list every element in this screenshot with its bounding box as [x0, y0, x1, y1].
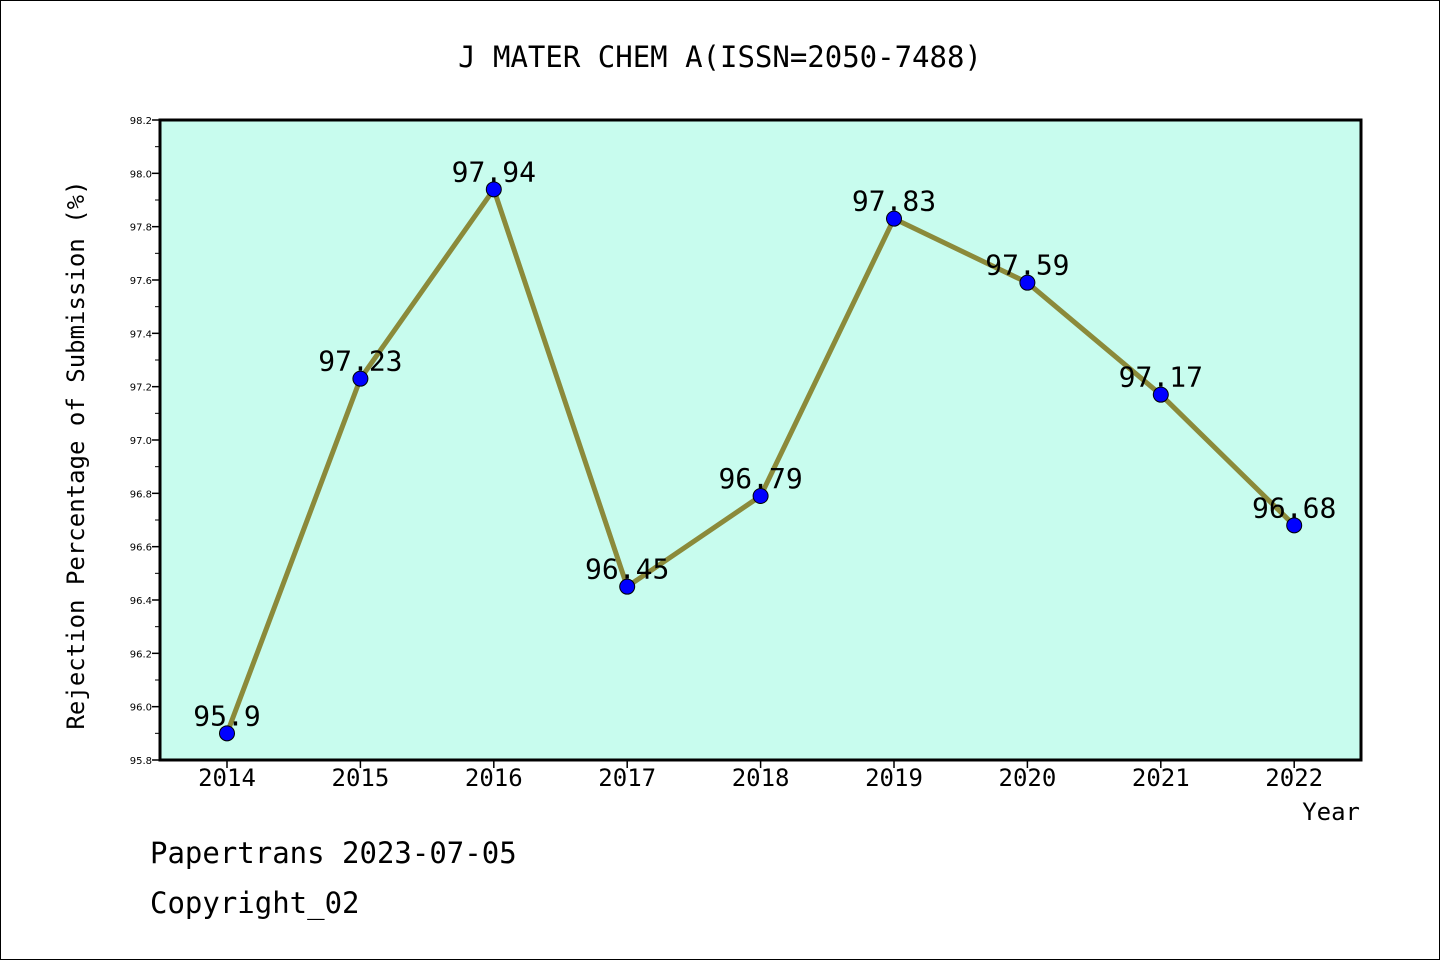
data-label: 96.68 — [1252, 491, 1336, 524]
y-tick-label: 95.8 — [130, 756, 152, 767]
x-tick-label: 2015 — [332, 764, 390, 792]
data-label: 97.23 — [318, 345, 402, 378]
x-tick-label: 2016 — [465, 764, 523, 792]
plot-border — [158, 118, 1363, 762]
y-tick-label: 96.0 — [130, 703, 152, 714]
y-tick-label: 96.6 — [130, 543, 152, 554]
data-labels: 95.9 97.23 97.94 96.45 96.79 97.83 97.59 97.17 9… — [193, 155, 1336, 732]
plot-area — [160, 120, 1361, 760]
data-label: 97.17 — [1119, 361, 1203, 394]
footer-source: Papertrans 2023-07-05 — [150, 836, 517, 870]
y-tick-label: 96.2 — [130, 649, 152, 660]
x-tick-label: 2014 — [198, 764, 256, 792]
y-tick-label: 96.4 — [130, 596, 152, 607]
x-axis-ticks: 2014 2015 2016 2017 2018 2019 2020 2021 2022 — [198, 760, 1323, 792]
data-label: 97.94 — [452, 155, 536, 188]
x-tick-label: 2019 — [865, 764, 923, 792]
data-point — [886, 210, 902, 227]
y-tick-label: 98.2 — [130, 116, 152, 127]
y-tick-label: 97.4 — [130, 329, 152, 340]
data-label: 97.83 — [852, 185, 936, 218]
x-tick-label: 2017 — [598, 764, 656, 792]
chart-title: J MATER CHEM A(ISSN=2050-7488) — [458, 40, 982, 74]
data-point — [1152, 386, 1169, 403]
data-point — [752, 488, 769, 504]
y-tick-label: 97.6 — [130, 276, 152, 287]
data-point — [1019, 274, 1036, 291]
data-label: 96.79 — [718, 462, 802, 495]
footer-copyright: Copyright_02 — [150, 886, 360, 920]
y-tick-label: 97.2 — [130, 383, 152, 394]
data-point — [619, 578, 636, 595]
data-point — [219, 725, 235, 742]
x-tick-label: 2021 — [1132, 764, 1190, 792]
data-point — [485, 181, 502, 198]
x-tick-label: 2018 — [732, 764, 790, 792]
data-label: 96.45 — [585, 553, 669, 586]
data-label: 97.59 — [985, 249, 1069, 282]
x-tick-label: 2020 — [999, 764, 1057, 792]
y-axis-label: Rejection Percentage of Submission (%) — [62, 180, 90, 729]
y-tick-label: 98.0 — [130, 169, 152, 180]
x-tick-label: 2022 — [1265, 764, 1323, 792]
x-axis-label: Year — [1302, 798, 1360, 826]
y-tick-label: 97.8 — [130, 223, 152, 234]
data-point — [352, 370, 369, 387]
data-label: 95.9 — [193, 699, 260, 732]
y-axis-ticks: 95.8 96.0 96.2 96.4 96.6 96.8 97.0 97.2 97.4 97.6… — [130, 116, 160, 767]
y-tick-label: 96.8 — [130, 489, 152, 500]
data-point — [1286, 517, 1303, 534]
y-tick-label: 97.0 — [130, 436, 152, 447]
data-markers — [219, 181, 1303, 742]
